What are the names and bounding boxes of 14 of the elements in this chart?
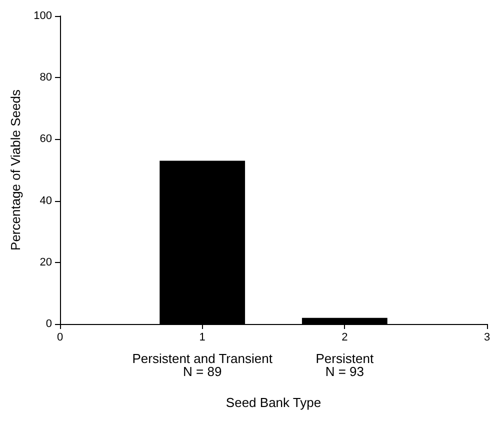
x-tick-label: 1 (199, 332, 206, 344)
y-tick-label: 80 (40, 72, 52, 84)
x-tick-label: 2 (342, 332, 348, 344)
x-axis-title: Seed Bank Type (226, 395, 322, 410)
text: Persistent N = 93 (316, 351, 374, 379)
y-tick-label: 60 (40, 133, 52, 146)
x-tick-label: 0 (56, 332, 64, 344)
x-tick-label: 3 (484, 332, 490, 344)
y-tick-label: 20 (40, 256, 52, 268)
y-tick-label: 0 (46, 318, 52, 330)
y-tick-label: 40 (40, 194, 52, 207)
y-axis-title: Percentage of Viable Seeds (8, 89, 23, 250)
text: Persistent and Transient N = 89 (132, 351, 273, 379)
y-tick-label: 100 (34, 10, 52, 22)
